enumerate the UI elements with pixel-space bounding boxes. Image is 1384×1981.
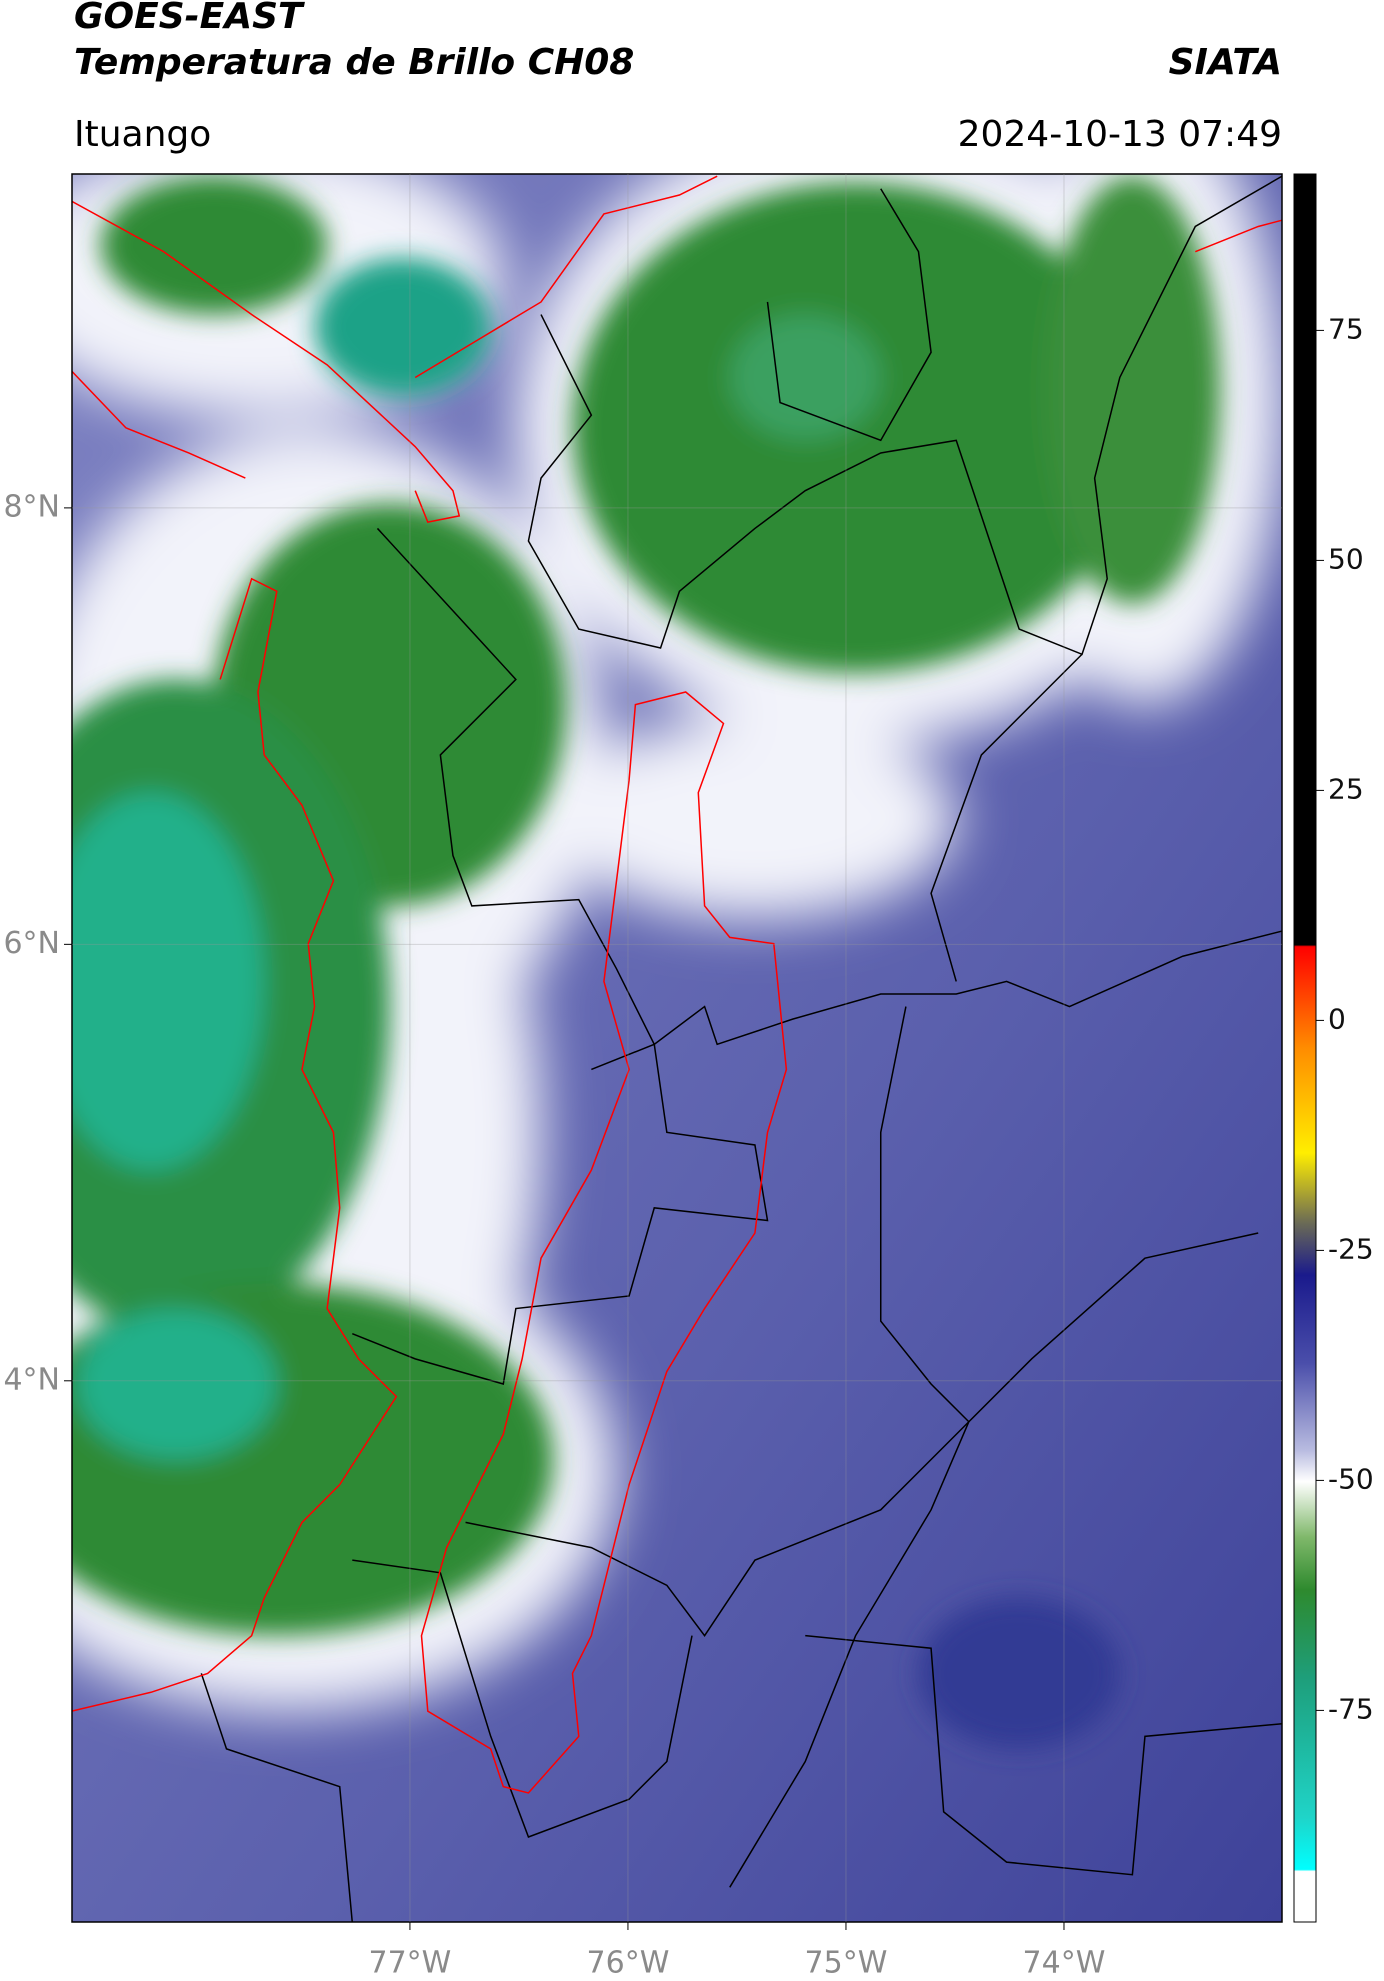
y-tick-label: 4°N xyxy=(3,1362,60,1397)
y-tick-label: 6°N xyxy=(3,926,60,961)
colorbar-tick-label: 50 xyxy=(1328,542,1364,575)
map-image xyxy=(72,174,1282,1922)
source: SIATA xyxy=(1169,42,1282,83)
x-tick-label: 74°W xyxy=(1023,1946,1106,1981)
colorbar xyxy=(1293,173,1317,1923)
boundaries xyxy=(71,175,1283,1923)
region: Ituango xyxy=(74,114,211,155)
x-tick-label: 76°W xyxy=(587,1946,670,1981)
colorbar-tick-label: 75 xyxy=(1328,312,1364,345)
title: GOES-EAST xyxy=(74,0,305,37)
timestamp: 2024-10-13 07:49 xyxy=(958,114,1282,155)
subtitle: Temperatura de Brillo CH08 xyxy=(74,42,634,83)
colorbar-tick-label: -75 xyxy=(1328,1692,1374,1725)
colorbar-tick-label: -25 xyxy=(1328,1232,1374,1265)
map-frame xyxy=(71,173,1283,1923)
colorbar-tick-label: -50 xyxy=(1328,1462,1374,1495)
x-tick-label: 75°W xyxy=(805,1946,888,1981)
colorbar-tick-label: 25 xyxy=(1328,772,1364,805)
y-tick-label: 8°N xyxy=(3,489,60,524)
colorbar-tick-label: 0 xyxy=(1328,1002,1346,1035)
x-tick-label: 77°W xyxy=(369,1946,452,1981)
